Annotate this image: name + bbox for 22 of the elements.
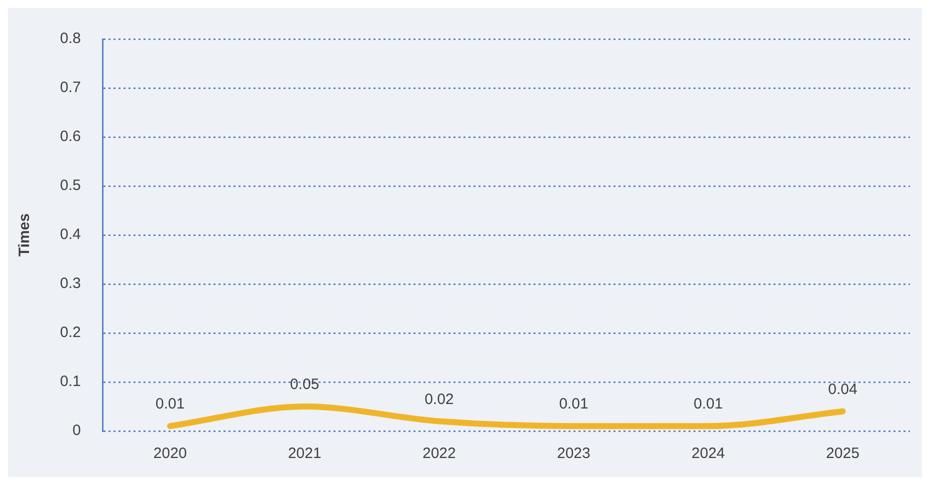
y-tick-label: 0.7	[60, 79, 81, 96]
y-tick-label: 0.1	[60, 373, 81, 390]
x-tick-label: 2024	[692, 445, 725, 462]
y-tick-label: 0.4	[60, 226, 81, 244]
y-tick-label: 0.2	[60, 324, 81, 342]
y-tick-label: 0.3	[60, 275, 81, 292]
y-axis-title: Times	[16, 213, 34, 257]
x-tick-label: 2020	[153, 445, 187, 462]
x-tick-label: 2021	[288, 445, 322, 462]
y-tick-label: 0.6	[60, 128, 81, 146]
x-tick-label: 2025	[826, 445, 860, 462]
y-tick-label: 0	[72, 422, 81, 440]
y-tick-label: 0.5	[60, 177, 81, 194]
data-label: 0.01	[559, 396, 588, 413]
data-label: 0.01	[156, 396, 185, 413]
y-tick-label: 0.8	[60, 30, 81, 48]
x-tick-label: 2023	[557, 445, 590, 462]
x-tick-label: 2022	[422, 445, 456, 462]
data-label: 0.01	[694, 396, 723, 413]
data-label: 0.02	[424, 390, 454, 408]
data-label: 0.05	[290, 376, 320, 394]
data-label: 0.04	[828, 381, 858, 398]
